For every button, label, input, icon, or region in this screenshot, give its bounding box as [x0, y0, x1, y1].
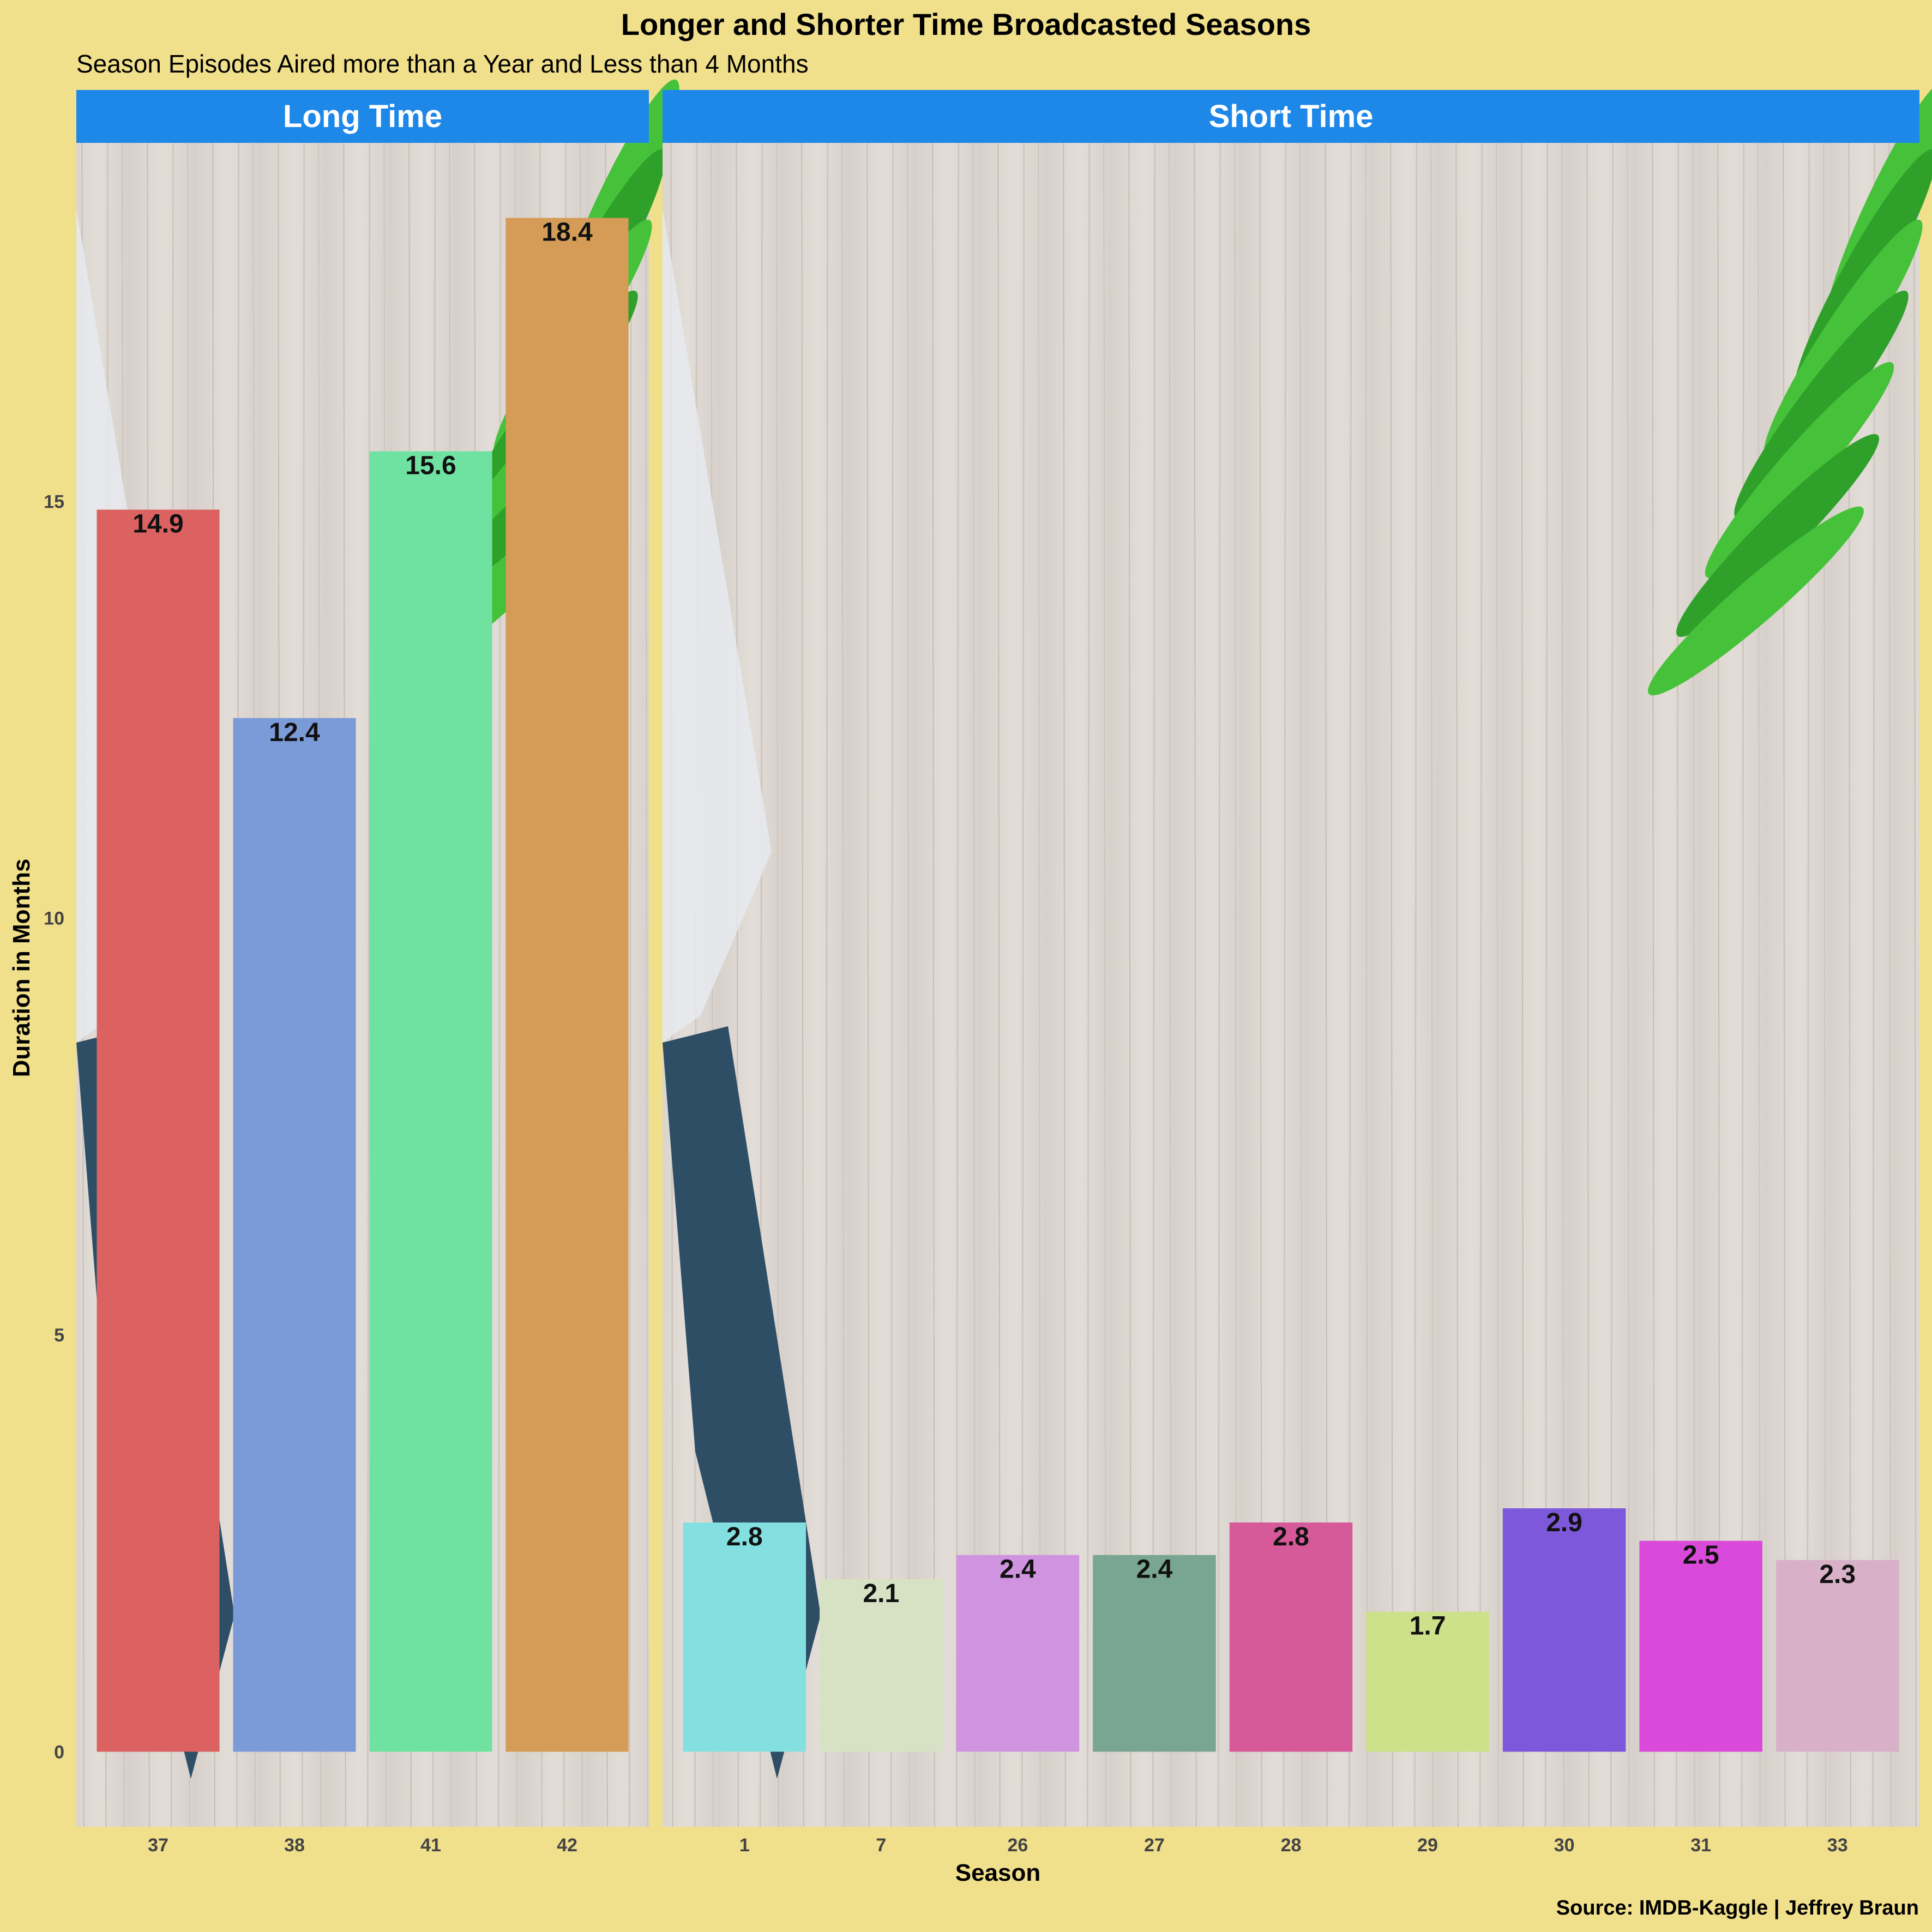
panel-title: Long Time [283, 99, 442, 134]
x-tick-label: 27 [1144, 1835, 1165, 1856]
bar-value-label: 2.4 [1136, 1555, 1173, 1584]
x-tick-label: 1 [739, 1835, 750, 1856]
x-tick-label: 37 [148, 1835, 168, 1856]
x-tick-label: 41 [420, 1835, 441, 1856]
bar-value-label: 18.4 [541, 218, 593, 247]
bar [1366, 1611, 1489, 1752]
panel-title: Short Time [1209, 99, 1374, 134]
bar-value-label: 2.8 [1273, 1522, 1309, 1551]
bar [369, 451, 492, 1752]
bar-value-label: 1.7 [1410, 1612, 1446, 1641]
bar [1775, 1560, 1899, 1752]
y-tick-label: 15 [44, 491, 64, 512]
knife-blade-decoration [663, 208, 772, 1043]
bar [505, 218, 629, 1752]
bar [1639, 1540, 1762, 1752]
x-tick-label: 30 [1554, 1835, 1575, 1856]
bar [1093, 1555, 1216, 1752]
bar-value-label: 12.4 [269, 718, 320, 747]
bar-value-label: 2.3 [1819, 1560, 1856, 1589]
leaf-decoration [1705, 362, 1894, 578]
bar-value-label: 2.1 [863, 1579, 899, 1608]
panel-strip [76, 90, 649, 143]
bar-value-label: 2.8 [726, 1522, 763, 1551]
x-tick-label: 26 [1007, 1835, 1028, 1856]
leaf-decoration [1648, 506, 1864, 696]
x-tick-label: 31 [1690, 1835, 1711, 1856]
bar [97, 509, 220, 1752]
source-caption: Source: IMDB-Kaggle | Jeffrey Braun [1556, 1897, 1919, 1919]
x-tick-label: 33 [1827, 1835, 1848, 1856]
x-tick-label: 29 [1417, 1835, 1438, 1856]
x-tick-label: 28 [1281, 1835, 1302, 1856]
bar [956, 1555, 1080, 1752]
chart-title: Longer and Shorter Time Broadcasted Seas… [621, 7, 1311, 41]
y-tick-label: 0 [54, 1742, 64, 1762]
bar [820, 1579, 943, 1752]
y-tick-label: 10 [44, 908, 64, 929]
x-tick-label: 38 [284, 1835, 305, 1856]
bar [1502, 1508, 1626, 1752]
bar [1229, 1522, 1353, 1752]
x-tick-label: 7 [876, 1835, 886, 1856]
bar-value-label: 2.4 [1000, 1555, 1036, 1584]
bar [683, 1522, 806, 1752]
bar [233, 718, 356, 1752]
panel-strip [663, 90, 1919, 143]
leaf-decoration [1676, 434, 1880, 637]
leaf-decoration [1734, 290, 1909, 519]
chart-subtitle: Season Episodes Aired more than a Year a… [76, 50, 809, 78]
bar-value-label: 15.6 [405, 452, 456, 480]
x-axis-label: Season [955, 1859, 1041, 1886]
y-tick-label: 5 [54, 1325, 64, 1346]
bar-value-label: 14.9 [133, 510, 183, 539]
bar-value-label: 2.5 [1683, 1541, 1719, 1570]
bar-value-label: 2.9 [1546, 1508, 1582, 1537]
x-tick-label: 42 [557, 1835, 577, 1856]
